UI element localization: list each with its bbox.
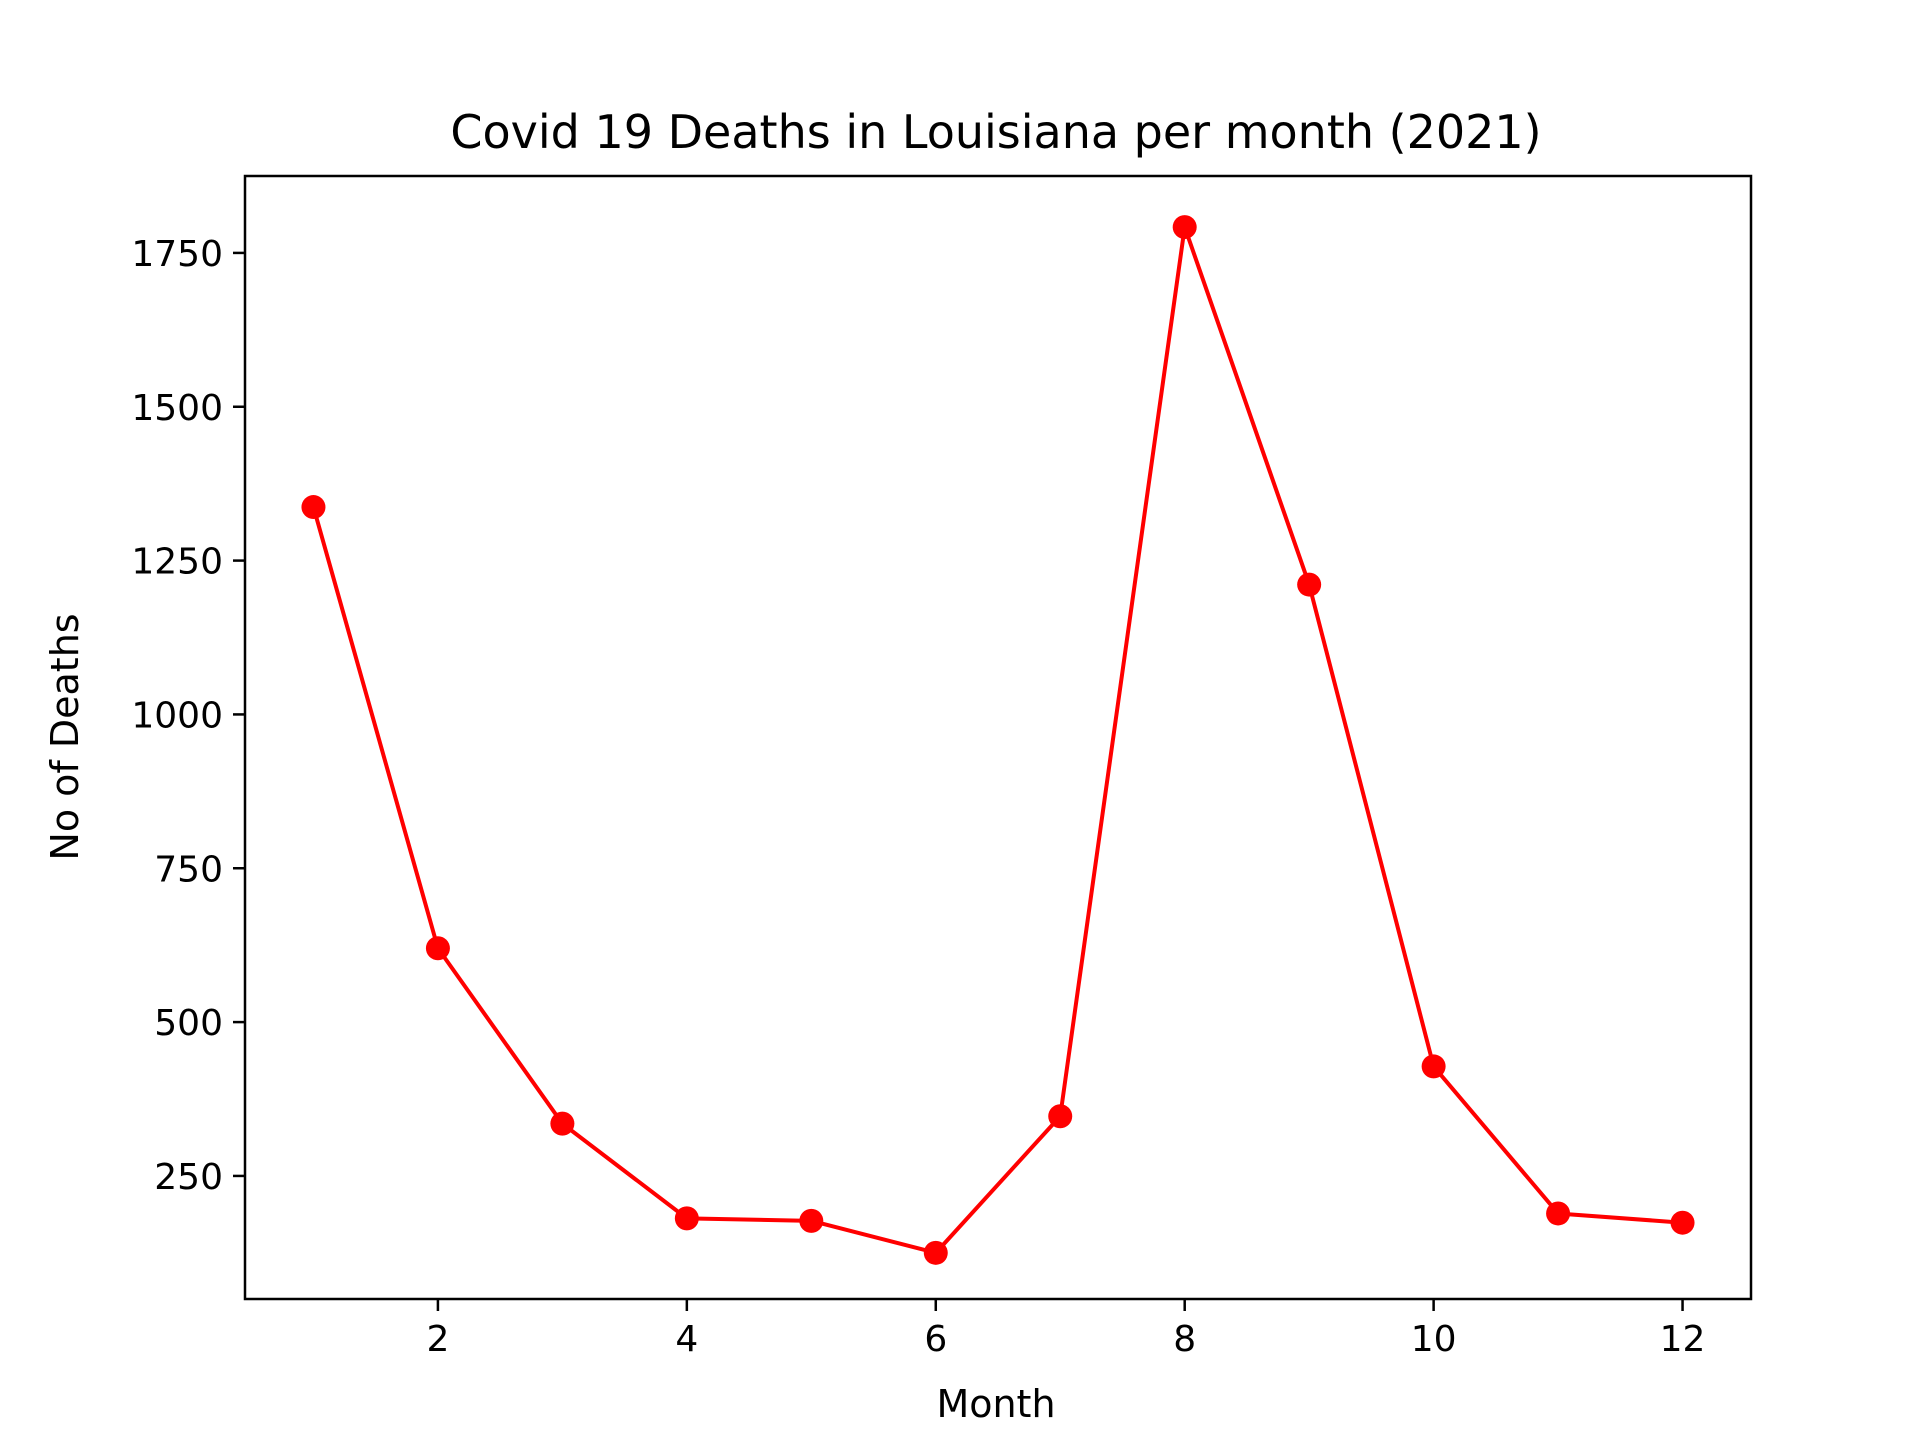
y-axis-label: No of Deaths (43, 613, 87, 860)
chart-title: Covid 19 Deaths in Louisiana per month (… (450, 105, 1541, 159)
x-axis: 2 4 6 8 10 12 (426, 1299, 1705, 1360)
series-layer (301, 215, 1695, 1265)
x-tick-label: 12 (1660, 1319, 1706, 1360)
data-point (1297, 572, 1322, 597)
data-point (1670, 1210, 1695, 1235)
y-tick-label: 250 (154, 1157, 223, 1198)
data-point (1421, 1054, 1446, 1079)
data-point (923, 1240, 948, 1265)
data-point (1048, 1104, 1073, 1129)
data-point (1172, 215, 1197, 240)
x-tick-label: 2 (426, 1319, 449, 1360)
data-point (550, 1111, 575, 1136)
x-tick-label: 8 (1173, 1319, 1196, 1360)
x-axis-label: Month (936, 1382, 1055, 1426)
data-point (425, 936, 450, 961)
series-line (311, 225, 1683, 1255)
x-tick-label: 10 (1411, 1319, 1457, 1360)
data-point (301, 495, 326, 520)
y-tick-label: 750 (154, 849, 223, 890)
y-tick-label: 1750 (131, 234, 223, 275)
data-point (674, 1206, 699, 1231)
y-tick-label: 1500 (131, 388, 223, 429)
y-tick-label: 500 (154, 1003, 223, 1044)
data-point (799, 1208, 824, 1233)
y-tick-label: 1000 (131, 695, 223, 736)
x-tick-label: 6 (924, 1319, 947, 1360)
x-tick-label: 4 (675, 1319, 698, 1360)
plot-frame (243, 174, 1753, 1301)
y-axis: 250 500 750 1000 1250 1500 1750 (131, 234, 245, 1198)
y-tick-label: 1250 (131, 542, 223, 583)
data-point (1546, 1201, 1571, 1226)
